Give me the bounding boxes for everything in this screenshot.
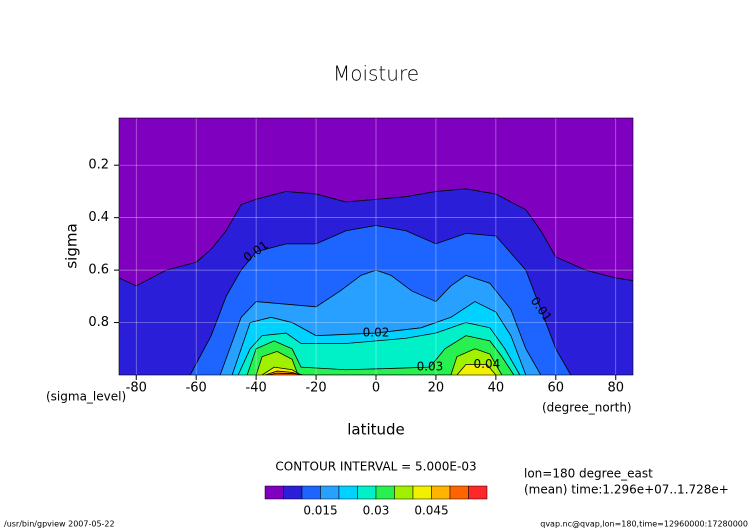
- x-tick-label: -80: [126, 381, 147, 396]
- x-tick-label: 60: [548, 381, 565, 396]
- colorbar-box: [412, 485, 432, 500]
- x-tick-label: -60: [186, 381, 207, 396]
- contour-label: 0.04: [474, 357, 501, 371]
- contour-line: [231, 301, 527, 375]
- contour-label: 0.03: [417, 360, 444, 374]
- colorbar-box: [320, 485, 340, 500]
- x-tick-label: 0: [372, 381, 380, 396]
- contour-interval: CONTOUR INTERVAL = 5.000E-03: [275, 460, 476, 474]
- y-tick-label: 0.2: [88, 158, 109, 173]
- footer-left: /usr/bin/gpview 2007-05-22: [4, 520, 115, 529]
- y-tick-label: 0.6: [88, 263, 109, 278]
- x-tick-label: -40: [246, 381, 267, 396]
- x-tick-label: 40: [488, 381, 505, 396]
- footer-right: qvap.nc@qvap,lon=180,time=12960000:17280…: [540, 520, 748, 529]
- colorbar-box: [468, 485, 488, 500]
- colorbar-box: [357, 485, 377, 500]
- colorbar-tick-label: 0.015: [303, 504, 337, 518]
- contour-fill: [268, 373, 305, 375]
- contour-line: [255, 348, 503, 375]
- x-unit-label: (degree_north): [542, 401, 632, 415]
- colorbar-box: [375, 485, 395, 500]
- contour-line: [246, 335, 515, 375]
- x-tick-label: -20: [305, 381, 326, 396]
- contour-line: [189, 225, 572, 375]
- colorbar-box: [431, 485, 451, 500]
- info-line: lon=180 degree_east: [524, 467, 653, 481]
- contour-fill: [247, 335, 514, 375]
- colorbar-box: [394, 485, 414, 500]
- colorbar-box: [283, 485, 303, 500]
- colorbar-box: [264, 485, 284, 500]
- y-tick-label: 0.4: [88, 210, 109, 225]
- contour-line: [219, 269, 542, 375]
- contour-label: 0.02: [363, 326, 390, 340]
- plot-area: 0.010.020.03 0.040.01: [119, 118, 633, 375]
- x-tick-label: 20: [428, 381, 445, 396]
- y-axis-label: sigma: [63, 223, 81, 268]
- info-line: (mean) time:1.296e+07..1.728e+: [524, 483, 729, 497]
- contour-fill: [456, 364, 496, 375]
- colorbar-tick-label: 0.03: [363, 504, 390, 518]
- colorbar-tick-label: 0.045: [414, 504, 448, 518]
- contour-line: [261, 364, 497, 375]
- x-axis-label: latitude: [347, 421, 405, 439]
- contour-line: [119, 188, 633, 287]
- colorbar-box: [338, 485, 358, 500]
- colorbar-box: [449, 485, 469, 500]
- chart-title: Moisture: [333, 62, 419, 86]
- y-tick-label: 0.8: [88, 315, 109, 330]
- contour-line: [268, 372, 305, 375]
- x-tick-label: 80: [607, 381, 624, 396]
- contour-line: [237, 322, 521, 375]
- colorbar-box: [301, 485, 321, 500]
- y-unit-label: (sigma_level): [46, 390, 126, 404]
